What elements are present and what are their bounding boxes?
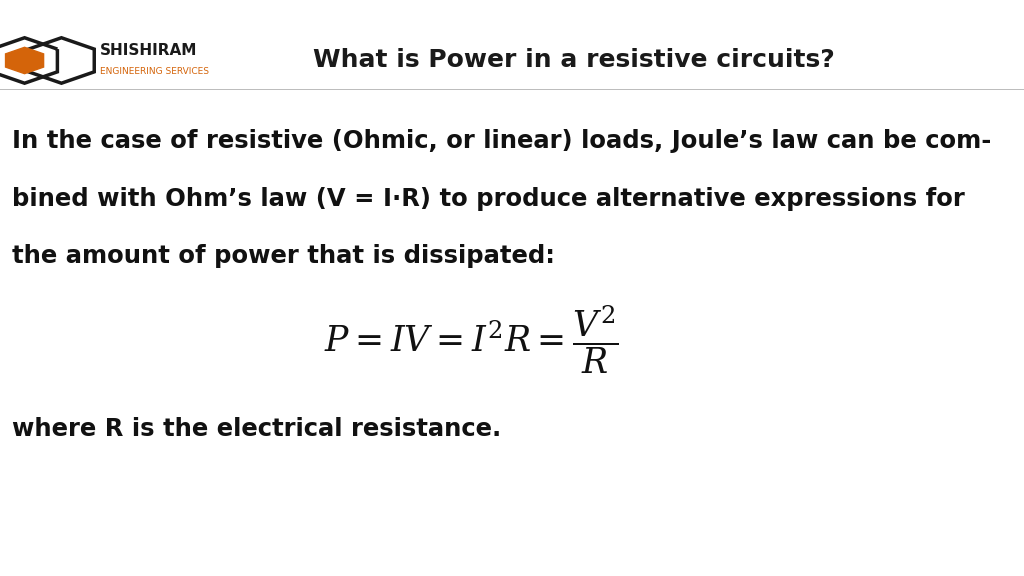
Text: where R is the electrical resistance.: where R is the electrical resistance. (12, 417, 502, 441)
Text: the amount of power that is dissipated:: the amount of power that is dissipated: (12, 244, 555, 268)
Text: $P = IV = I^2R = \dfrac{V^2}{R}$: $P = IV = I^2R = \dfrac{V^2}{R}$ (324, 304, 618, 376)
Text: What is Power in a resistive circuits?: What is Power in a resistive circuits? (312, 48, 835, 73)
Text: In the case of resistive (Ohmic, or linear) loads, Joule’s law can be com-: In the case of resistive (Ohmic, or line… (12, 129, 991, 153)
Text: ENGINEERING SERVICES: ENGINEERING SERVICES (100, 67, 209, 76)
Text: SHISHIRAM: SHISHIRAM (100, 43, 198, 58)
Text: bined with Ohm’s law (V = I·R) to produce alternative expressions for: bined with Ohm’s law (V = I·R) to produc… (12, 187, 965, 211)
Polygon shape (5, 47, 44, 74)
